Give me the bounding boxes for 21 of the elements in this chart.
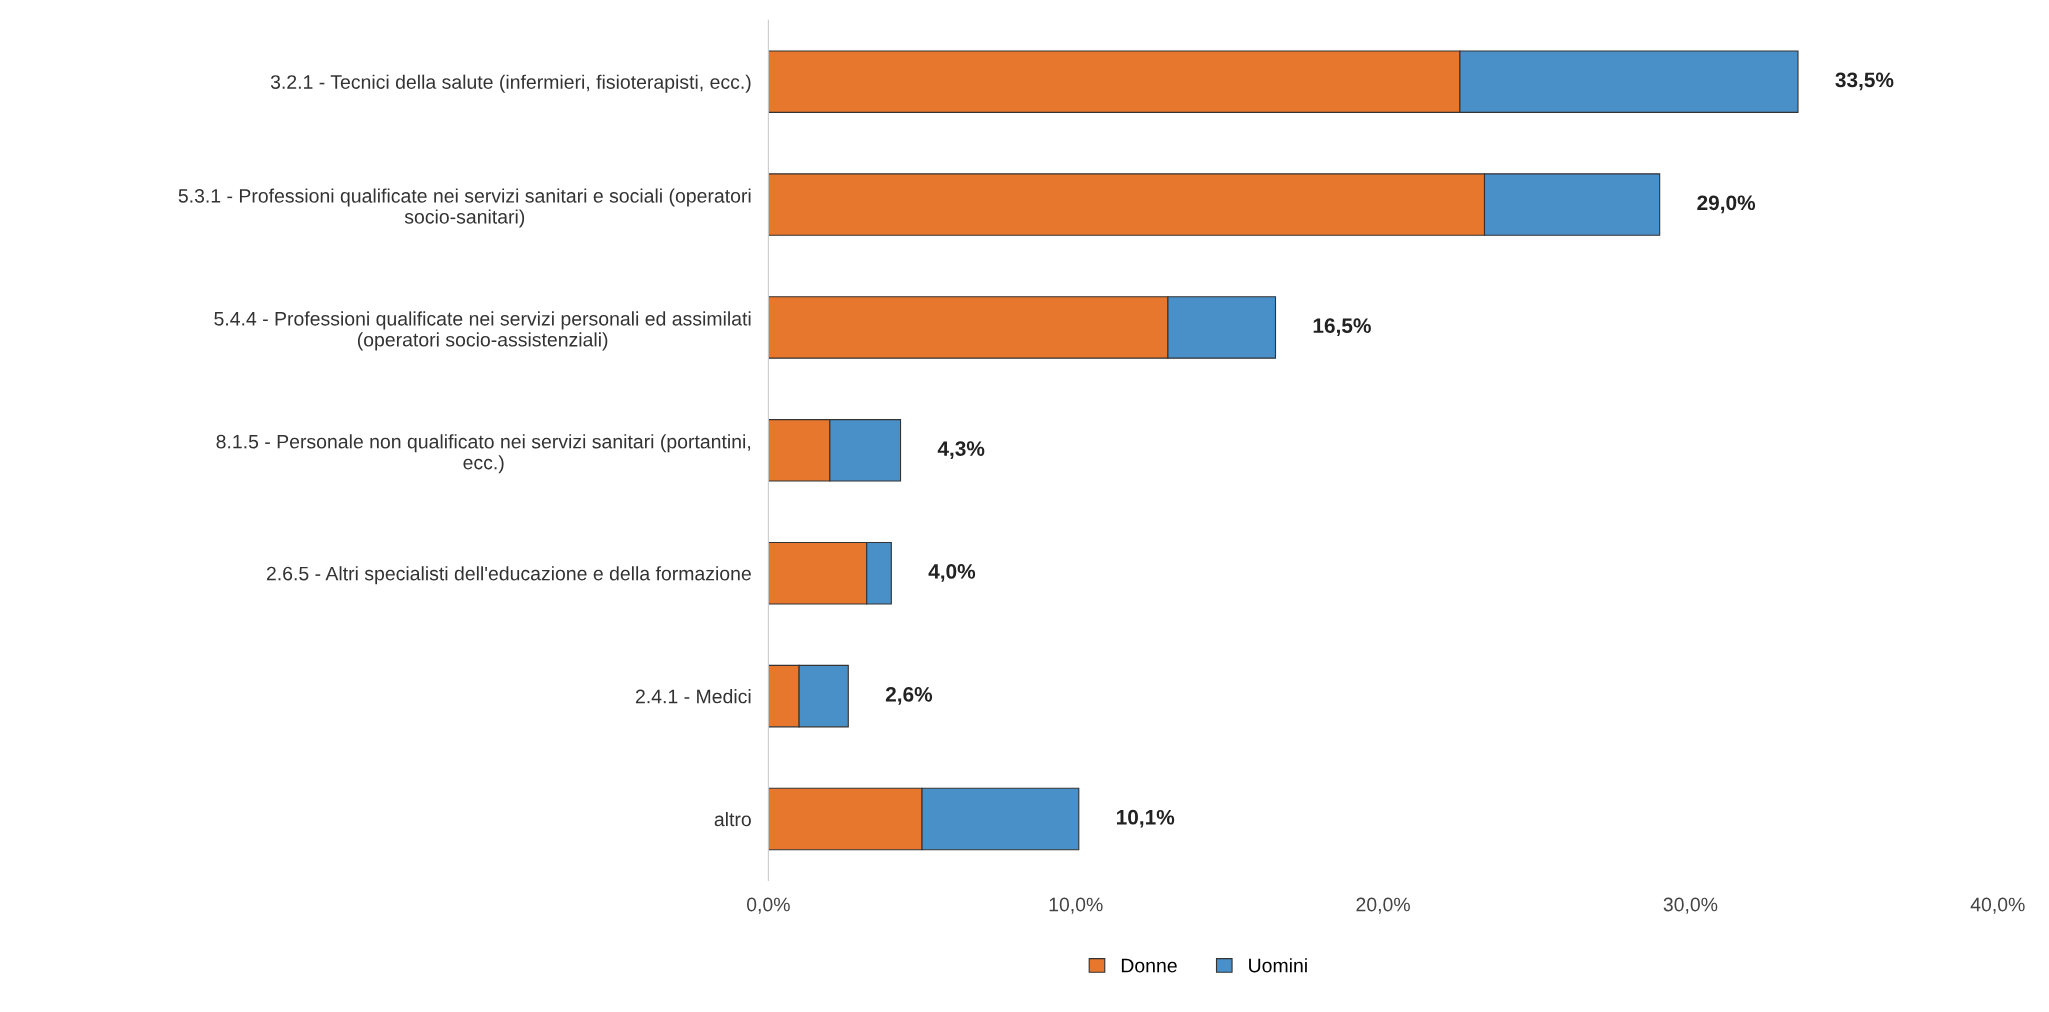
total-label: 2,6% bbox=[885, 686, 933, 705]
x-tick-label: 40,0% bbox=[1970, 897, 2025, 914]
y-tick-label: 5.3.1 - Professioni qualificate nei servizi sanitari e sociali (operatori socio-sanitari) bbox=[178, 188, 751, 228]
total-label: 10,1% bbox=[1116, 809, 1175, 828]
y-tick-label: 2.4.1 - Medici bbox=[635, 689, 751, 704]
legend-label: Donne bbox=[1121, 958, 1177, 973]
y-tick-label: 8.1.5 - Personale non qualificato nei servizi sanitari (portantini, ecc.) bbox=[216, 434, 750, 474]
total-label: 4,3% bbox=[937, 441, 985, 459]
legend-label: Uomini bbox=[1249, 958, 1307, 973]
x-tick-label: 0,0% bbox=[746, 897, 790, 914]
total-label: 16,5% bbox=[1313, 318, 1371, 337]
y-tick-label: altro bbox=[714, 811, 751, 827]
y-tick-label: 3.2.1 - Tecnici della salute (infermieri, fisioterapisti, ecc.) bbox=[270, 74, 751, 93]
x-tick-label: 10,0% bbox=[1049, 897, 1103, 914]
x-tick-label: 30,0% bbox=[1663, 897, 1718, 914]
total-label: 4,0% bbox=[928, 564, 976, 582]
x-tick-label: 20,0% bbox=[1356, 897, 1410, 914]
y-tick-label: 5.4.4 - Professioni qualificate nei servizi personali ed assimilati (operatori socio-assistenziali) bbox=[214, 311, 751, 351]
total-label: 29,0% bbox=[1697, 195, 1756, 214]
total-label: 33,5% bbox=[1835, 72, 1894, 91]
y-tick-label: 2.6.5 - Altri specialisti dell'educazione e della formazione bbox=[266, 566, 751, 585]
